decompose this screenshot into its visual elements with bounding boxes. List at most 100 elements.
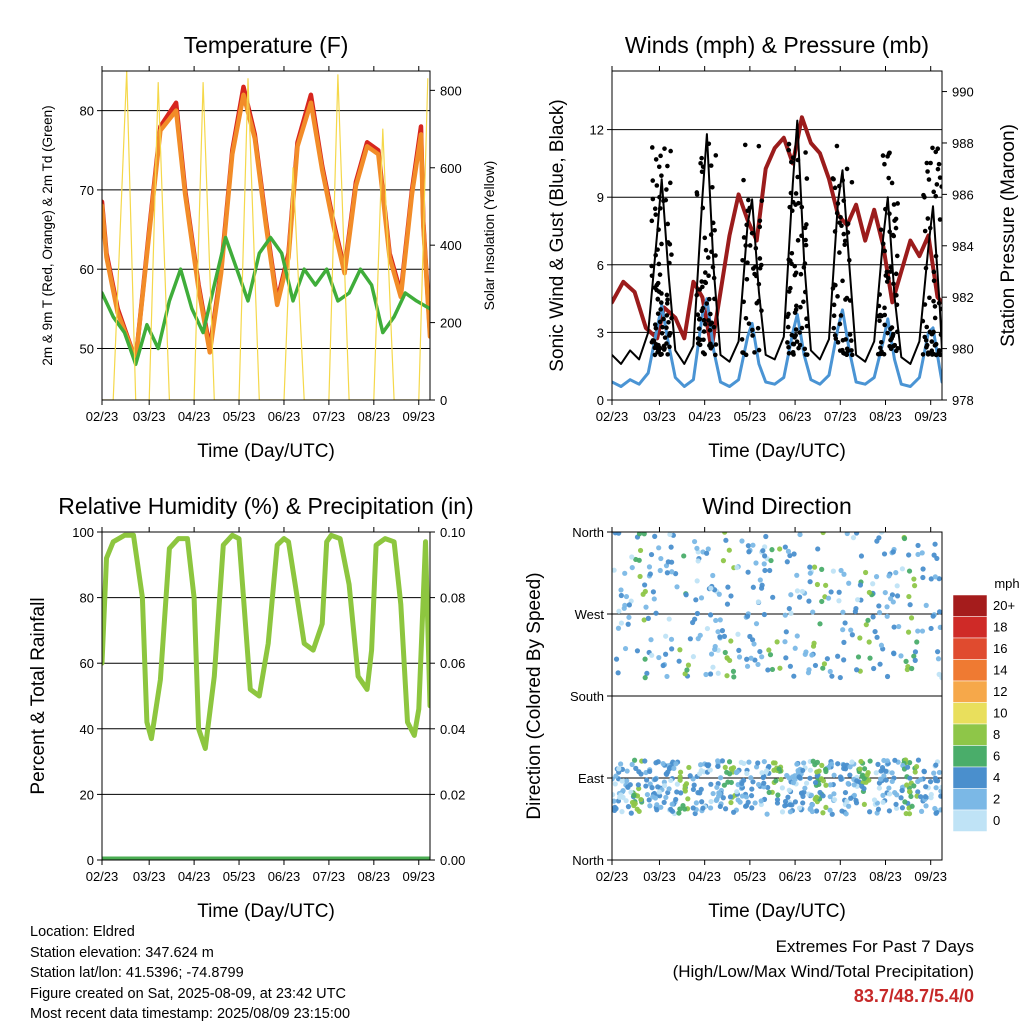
direction-point: [777, 665, 783, 671]
gust-point: [757, 224, 763, 230]
direction-point: [823, 782, 829, 788]
x-tick-label: 05/23: [223, 409, 256, 424]
direction-point: [612, 807, 618, 813]
direction-point: [757, 577, 763, 583]
gust-point: [793, 270, 799, 276]
direction-point: [938, 807, 942, 813]
direction-point: [886, 573, 892, 579]
direction-point: [787, 802, 793, 808]
direction-point: [708, 781, 714, 787]
gust-point: [886, 175, 891, 181]
x-axis-label: Time (Day/UTC): [708, 441, 846, 462]
direction-point: [797, 775, 803, 781]
legend-label: 10: [993, 706, 1007, 721]
gust-point: [712, 227, 717, 233]
direction-point: [766, 789, 772, 796]
direction-point: [931, 552, 937, 558]
gust-point: [790, 341, 796, 347]
gust-point: [930, 145, 935, 151]
gust-point: [832, 185, 838, 191]
direction-point: [634, 648, 641, 654]
direction-point: [735, 631, 741, 637]
direction-point: [841, 571, 847, 577]
direction-point: [913, 764, 920, 770]
gust-point: [799, 325, 805, 331]
direction-point: [873, 574, 880, 580]
direction-point: [821, 661, 828, 667]
gust-point: [849, 352, 855, 358]
direction-point: [889, 778, 895, 785]
direction-point: [823, 768, 829, 775]
y-tick-label: 0: [597, 393, 604, 408]
direction-point: [912, 657, 918, 663]
y-tick-label: 0: [87, 853, 94, 868]
direction-point: [846, 803, 852, 809]
gust-point: [696, 326, 702, 331]
direction-point: [814, 759, 820, 765]
direction-point: [779, 809, 786, 815]
direction-point: [636, 785, 642, 792]
direction-point: [721, 633, 728, 639]
legend-label: 16: [993, 641, 1007, 656]
direction-point: [769, 666, 776, 673]
direction-point: [616, 766, 622, 772]
direction-point: [908, 615, 915, 621]
direction-point: [677, 647, 683, 653]
gust-point: [652, 206, 658, 211]
station-latlon: Station lat/lon: 41.5396; -74.8799: [30, 965, 244, 981]
direction-point: [656, 545, 662, 551]
direction-point: [801, 760, 807, 766]
direction-point: [904, 782, 910, 788]
gust-point: [713, 153, 719, 158]
legend-swatch: [952, 723, 988, 746]
extremes-values: 83.7/48.7/5.4/0: [853, 986, 974, 1006]
gust-point: [669, 315, 674, 321]
gust-point: [700, 205, 706, 211]
y-tick-label: 50: [80, 341, 94, 356]
x-tick-label: 04/23: [178, 869, 211, 884]
direction-point: [666, 786, 672, 792]
direction-point: [641, 617, 647, 623]
gust-point: [785, 324, 791, 330]
direction-point: [621, 605, 627, 611]
y-axis-label: Direction (Colored By Speed): [524, 572, 545, 819]
gust-point: [842, 351, 847, 356]
direction-point: [880, 792, 886, 798]
y-tick-label: North: [572, 853, 604, 868]
direction-point: [802, 651, 808, 657]
direction-point: [664, 771, 670, 777]
direction-point: [728, 766, 734, 772]
direction-point: [758, 798, 764, 804]
gust-point: [697, 287, 703, 292]
gust-point: [792, 310, 798, 315]
direction-point: [886, 791, 893, 797]
direction-point: [838, 567, 844, 574]
direction-point: [846, 580, 852, 586]
gust-point: [706, 318, 711, 323]
legend-swatch: [952, 766, 988, 789]
direction-point: [884, 613, 890, 619]
direction-point: [618, 761, 624, 767]
direction-point: [613, 773, 619, 779]
direction-point: [774, 800, 781, 806]
direction-point: [769, 547, 775, 553]
gust-point: [925, 216, 931, 221]
direction-point: [748, 655, 754, 661]
direction-point: [844, 532, 850, 537]
gust-point: [658, 206, 663, 211]
gust-point: [882, 305, 887, 311]
direction-point: [879, 764, 886, 771]
direction-point: [894, 792, 900, 798]
gust-point: [750, 333, 755, 338]
direction-point: [884, 758, 890, 764]
direction-point: [632, 801, 638, 807]
direction-point: [915, 551, 921, 558]
direction-point: [883, 777, 889, 783]
direction-point: [906, 568, 913, 574]
gust-point: [925, 169, 930, 174]
direction-point: [705, 546, 711, 552]
direction-point: [907, 775, 913, 781]
direction-point: [825, 595, 832, 601]
extremes-subtitle: (High/Low/Max Wind/Total Precipitation): [672, 962, 974, 981]
direction-point: [687, 636, 693, 642]
